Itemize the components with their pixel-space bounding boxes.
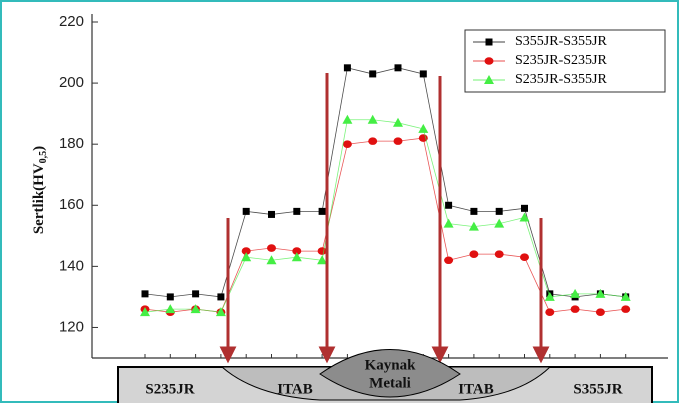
marker-square bbox=[243, 208, 250, 215]
zone-label: ITAB bbox=[458, 381, 494, 397]
marker-circle bbox=[394, 137, 403, 145]
marker-circle bbox=[596, 308, 605, 316]
plot: 120 140 160 180 200 220 S355JR-S355JR S235JR-S2… bbox=[59, 13, 668, 358]
marker-square bbox=[319, 208, 326, 215]
marker-circle bbox=[368, 137, 377, 145]
marker-square bbox=[369, 70, 376, 77]
zone-label: S355JR bbox=[573, 381, 622, 397]
marker-triangle bbox=[165, 304, 175, 313]
marker-triangle bbox=[368, 115, 378, 124]
marker-square bbox=[486, 39, 493, 46]
marker-square bbox=[167, 293, 174, 300]
marker-square bbox=[142, 290, 149, 297]
marker-circle bbox=[343, 140, 352, 148]
marker-triangle bbox=[570, 289, 580, 298]
marker-triangle bbox=[241, 252, 251, 261]
marker-triangle bbox=[444, 219, 454, 228]
marker-circle bbox=[545, 308, 554, 316]
marker-square bbox=[470, 208, 477, 215]
y-label-sub: 0,5 bbox=[38, 151, 49, 164]
y-label-end: ) bbox=[31, 146, 47, 151]
zone-label: Metali bbox=[369, 375, 411, 391]
legend-label: S355JR-S355JR bbox=[515, 34, 607, 49]
marker-circle bbox=[571, 305, 580, 313]
marker-square bbox=[496, 208, 503, 215]
marker-circle bbox=[318, 247, 327, 255]
series-line bbox=[145, 68, 626, 297]
y-tick-label: 160 bbox=[59, 196, 84, 213]
y-tick-label: 180 bbox=[59, 135, 84, 152]
marker-circle bbox=[495, 250, 504, 258]
y-tick-label: 140 bbox=[59, 257, 84, 274]
marker-square bbox=[420, 70, 427, 77]
y-label-text: Sertlik(HV bbox=[31, 163, 47, 234]
legend-label: S235JR-S235JR bbox=[515, 53, 607, 68]
marker-circle bbox=[267, 244, 276, 252]
marker-triangle bbox=[342, 115, 352, 124]
marker-square bbox=[344, 64, 351, 71]
marker-square bbox=[268, 211, 275, 218]
marker-square bbox=[395, 64, 402, 71]
y-label: Sertlik(HV0,5) bbox=[31, 146, 49, 234]
marker-triangle bbox=[520, 212, 530, 221]
zone-label: S235JR bbox=[145, 381, 194, 397]
marker-circle bbox=[444, 256, 453, 264]
marker-circle bbox=[621, 305, 630, 313]
y-tick-label: 120 bbox=[59, 318, 84, 335]
marker-square bbox=[293, 208, 300, 215]
zone-label: Kaynak bbox=[365, 357, 417, 373]
marker-circle bbox=[469, 250, 478, 258]
y-tick-label: 220 bbox=[59, 13, 84, 30]
chart: 120 140 160 180 200 220 S355JR-S355JR S235JR-S2… bbox=[0, 0, 679, 403]
marker-circle bbox=[520, 253, 529, 261]
marker-square bbox=[521, 205, 528, 212]
marker-circle bbox=[485, 57, 494, 65]
series-line bbox=[145, 120, 626, 312]
zone-label: ITAB bbox=[277, 381, 313, 397]
marker-triangle bbox=[292, 252, 302, 261]
series-line bbox=[145, 138, 626, 312]
marker-square bbox=[445, 202, 452, 209]
y-tick-label: 200 bbox=[59, 74, 84, 91]
marker-square bbox=[192, 290, 199, 297]
marker-square bbox=[217, 293, 224, 300]
legend-label: S235JR-S355JR bbox=[515, 72, 607, 87]
